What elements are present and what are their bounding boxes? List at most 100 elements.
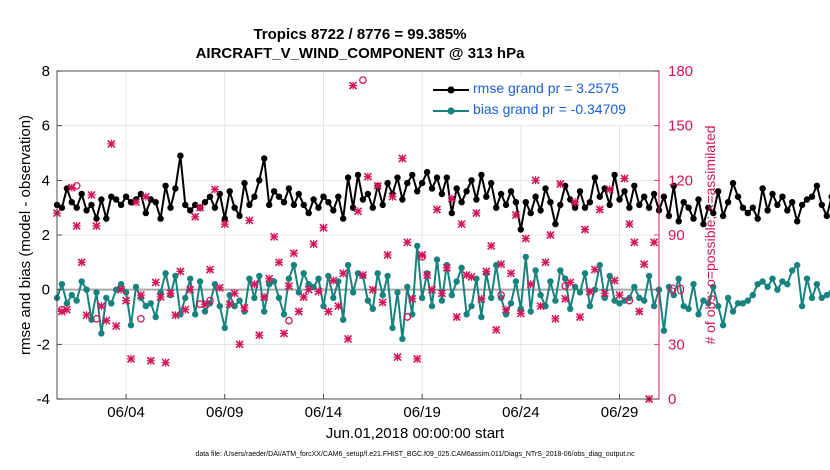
rmse-point xyxy=(280,199,288,206)
obs-assimilated-marker xyxy=(358,271,367,280)
obs-assimilated-marker xyxy=(299,292,308,302)
rmse-point xyxy=(231,204,238,211)
bias-point xyxy=(58,281,66,288)
rmse-point xyxy=(359,196,367,203)
obs-possible-marker xyxy=(561,282,570,290)
obs-assimilated-marker xyxy=(457,220,466,229)
rmse-point xyxy=(798,201,806,209)
obs-assimilated-marker xyxy=(112,322,121,331)
bias-point xyxy=(478,313,485,321)
bias-point xyxy=(261,308,268,315)
rmse-point xyxy=(300,201,307,209)
rmse-point xyxy=(818,201,825,209)
bias-point xyxy=(512,278,520,285)
obs-assimilated-marker xyxy=(650,238,659,247)
obs-assimilated-marker xyxy=(265,274,274,283)
obs-assimilated-marker xyxy=(600,289,609,298)
rmse-point xyxy=(473,196,480,203)
chart-title: Tropics 8722 / 8776 = 99.385% xyxy=(253,26,467,43)
bias-point xyxy=(660,327,668,334)
obs-assimilated-marker xyxy=(403,238,412,247)
rmse-point xyxy=(201,199,209,206)
rmse-point xyxy=(779,193,786,200)
bias-point xyxy=(285,275,293,282)
rmse-point xyxy=(813,182,821,189)
legend-label-bias: bias grand pr = -0.34709 xyxy=(473,101,626,117)
bias-point xyxy=(754,281,761,288)
bias-point xyxy=(532,267,539,274)
bias-point xyxy=(685,305,692,312)
bias-point xyxy=(142,302,149,310)
obs-assimilated-marker xyxy=(186,285,195,294)
bias-point xyxy=(729,308,737,315)
rmse-point xyxy=(483,193,490,200)
bias-point xyxy=(552,297,559,304)
obs-assimilated-marker xyxy=(324,307,333,316)
obs-assimilated-marker xyxy=(625,220,634,229)
rmse-point xyxy=(754,215,761,222)
bias-point xyxy=(182,294,189,302)
rmse-point xyxy=(182,201,189,209)
rmse-point xyxy=(221,215,228,222)
rmse-point xyxy=(256,177,263,184)
bias-point xyxy=(527,308,534,315)
rmse-point xyxy=(127,199,135,206)
rmse-point xyxy=(438,190,446,198)
obs-assimilated-marker xyxy=(368,285,377,294)
y-tick-label: 2 xyxy=(42,227,50,244)
obs-assimilated-marker xyxy=(255,331,264,340)
y-right-tick-label: 120 xyxy=(668,172,693,189)
obs-assimilated-marker xyxy=(546,230,555,240)
rmse-point xyxy=(823,212,830,220)
rmse-point xyxy=(616,196,623,203)
obs-possible-marker xyxy=(137,314,145,323)
obs-possible-marker xyxy=(206,296,214,305)
rmse-point xyxy=(275,193,283,200)
obs-assimilated-marker xyxy=(531,176,540,185)
rmse-point xyxy=(177,152,184,159)
rmse-point xyxy=(675,218,682,225)
obs-assimilated-marker xyxy=(580,225,590,234)
obs-assimilated-marker xyxy=(151,278,160,287)
bias-point xyxy=(818,294,825,302)
bias-point xyxy=(586,302,594,310)
obs-assimilated-marker xyxy=(131,198,141,207)
rmse-point xyxy=(537,207,544,214)
obs-assimilated-marker xyxy=(615,291,624,300)
rmse-point xyxy=(621,188,628,195)
obs-assimilated-marker xyxy=(506,269,516,278)
obs-assimilated-marker xyxy=(556,179,565,189)
bias-point xyxy=(645,272,653,280)
rmse-point xyxy=(784,207,791,214)
obs-assimilated-marker xyxy=(126,354,136,363)
obs-assimilated-marker xyxy=(102,316,111,325)
bias-point xyxy=(103,294,110,302)
rmse-point xyxy=(122,193,130,200)
obs-assimilated-marker xyxy=(146,356,155,365)
obs-assimilated-marker xyxy=(442,263,451,272)
bias-point xyxy=(349,289,357,296)
rmse-point xyxy=(428,185,436,192)
rmse-point xyxy=(764,207,771,214)
bias-point xyxy=(823,291,830,299)
bias-point xyxy=(695,311,702,318)
obs-assimilated-marker xyxy=(309,240,318,249)
rmse-point xyxy=(68,199,76,206)
obs-assimilated-marker xyxy=(497,260,506,269)
y-right-tick-label: 30 xyxy=(668,336,685,353)
bias-point xyxy=(78,278,85,285)
obs-assimilated-marker xyxy=(156,292,165,302)
obs-assimilated-marker xyxy=(67,183,76,192)
bias-point xyxy=(256,272,263,280)
rmse-point xyxy=(335,193,342,200)
rmse-point xyxy=(364,190,372,198)
bias-point xyxy=(340,316,347,323)
obs-assimilated-marker xyxy=(501,305,511,314)
rmse-point xyxy=(162,182,169,189)
obs-assimilated-marker xyxy=(314,287,323,296)
bias-point xyxy=(196,278,204,285)
bias-point xyxy=(290,261,298,269)
obs-assimilated-marker xyxy=(373,181,382,190)
rmse-point xyxy=(493,204,500,211)
y-tick-label: -4 xyxy=(37,391,50,408)
